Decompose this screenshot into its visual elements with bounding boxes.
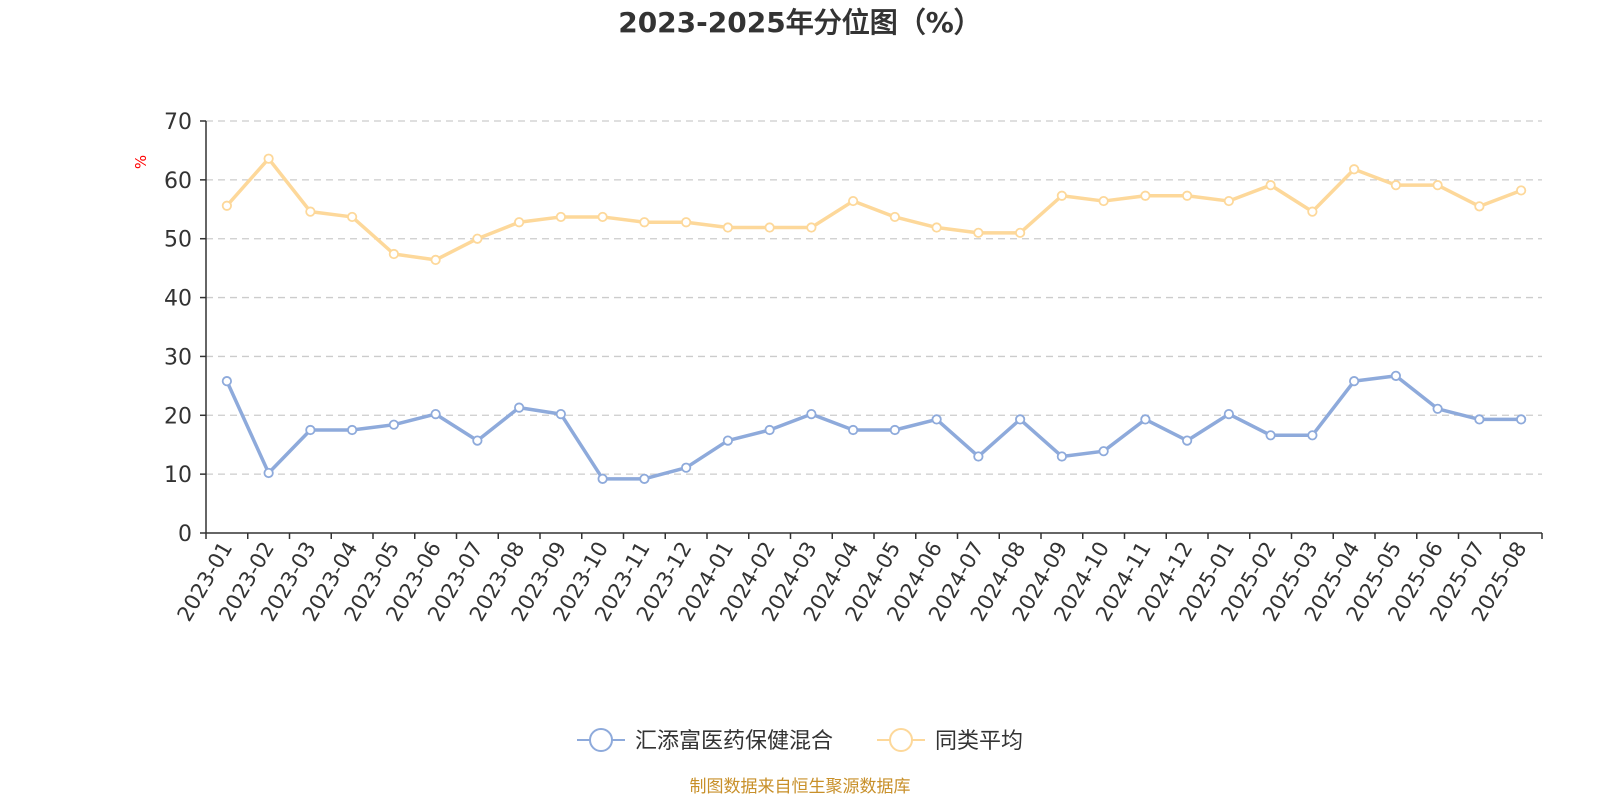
data-point — [514, 402, 525, 413]
data-point — [973, 451, 984, 462]
data-point — [722, 222, 733, 233]
data-point — [347, 211, 358, 223]
data-point — [1516, 185, 1527, 196]
data-point — [764, 424, 775, 436]
data-point — [931, 222, 942, 233]
x-tick-labels: 2023-012023-022023-032023-042023-052023-… — [173, 538, 1532, 626]
data-point — [1474, 201, 1485, 212]
data-point — [639, 217, 650, 228]
data-point — [1265, 430, 1276, 441]
series-line — [225, 156, 1523, 262]
data-point — [973, 227, 984, 238]
legend-label: 汇添富医药保健混合 — [635, 729, 833, 754]
y-tick-label: 40 — [164, 287, 192, 312]
data-point — [555, 211, 566, 223]
data-point — [347, 424, 358, 436]
data-point — [472, 435, 483, 446]
data-point — [1307, 206, 1318, 217]
data-point — [597, 473, 608, 484]
y-tick-label: 20 — [164, 404, 192, 429]
data-point — [1432, 403, 1443, 414]
data-point — [1182, 435, 1193, 446]
data-point — [388, 248, 399, 260]
series-1 — [221, 370, 1527, 484]
data-point — [305, 424, 316, 436]
data-point — [1015, 414, 1026, 425]
data-source-note: 制图数据来自恒生聚源数据库 — [690, 777, 911, 797]
data-point — [1098, 195, 1109, 207]
data-point — [1223, 195, 1234, 207]
series-line — [225, 374, 1523, 481]
data-point — [1516, 414, 1527, 425]
data-point — [263, 153, 274, 164]
data-point — [1349, 376, 1360, 387]
y-tick-label: 10 — [164, 463, 192, 488]
legend-item-1[interactable]: 汇添富医药保健混合 — [577, 728, 833, 754]
data-point — [1474, 414, 1485, 425]
data-point — [221, 200, 232, 211]
data-point — [1182, 190, 1193, 201]
legend-label: 同类平均 — [935, 729, 1023, 754]
data-point — [1098, 446, 1109, 457]
data-point — [889, 211, 900, 223]
data-point — [305, 206, 316, 217]
y-tick-label: 70 — [164, 110, 192, 135]
data-point — [263, 467, 274, 479]
legend-item-2[interactable]: 同类平均 — [877, 728, 1023, 754]
data-point — [1307, 430, 1318, 441]
data-point — [555, 409, 566, 420]
data-point — [848, 424, 859, 436]
series-2 — [221, 153, 1527, 266]
series-layer — [221, 153, 1527, 484]
data-point — [597, 211, 608, 223]
data-point — [1390, 180, 1401, 191]
data-point — [1056, 190, 1067, 201]
data-point — [514, 217, 525, 228]
data-point — [1056, 451, 1067, 462]
data-point — [639, 473, 650, 484]
y-tick-label: 0 — [178, 522, 192, 547]
data-point — [221, 376, 232, 387]
y-axis-label: % — [132, 155, 150, 169]
legend-marker — [589, 728, 613, 752]
data-point — [1140, 414, 1151, 425]
data-point — [806, 409, 817, 420]
data-point — [681, 217, 692, 228]
data-point — [681, 462, 692, 473]
data-point — [889, 424, 900, 436]
data-point — [388, 419, 399, 430]
data-point — [430, 254, 441, 266]
axes — [200, 120, 1543, 539]
y-tick-label: 30 — [164, 345, 192, 370]
data-point — [931, 414, 942, 425]
data-point — [1223, 409, 1234, 420]
data-point — [722, 435, 733, 446]
data-point — [764, 222, 775, 233]
data-point — [1265, 180, 1276, 191]
data-point — [1390, 370, 1401, 381]
y-tick-label: 60 — [164, 169, 192, 194]
data-point — [1015, 227, 1026, 238]
legend-marker — [889, 728, 913, 752]
data-point — [1432, 180, 1443, 191]
y-tick-label: 50 — [164, 228, 192, 253]
data-point — [806, 222, 817, 233]
data-point — [1140, 190, 1151, 201]
legend[interactable]: 汇添富医药保健混合 同类平均 — [577, 728, 1023, 754]
data-point — [430, 409, 441, 420]
data-point — [1349, 164, 1360, 175]
data-point — [472, 233, 483, 244]
data-point — [848, 195, 859, 207]
y-tick-labels: 0 10 20 30 40 50 60 70 — [164, 110, 192, 547]
chart-title: 2023-2025年分位图（%） — [618, 6, 982, 39]
